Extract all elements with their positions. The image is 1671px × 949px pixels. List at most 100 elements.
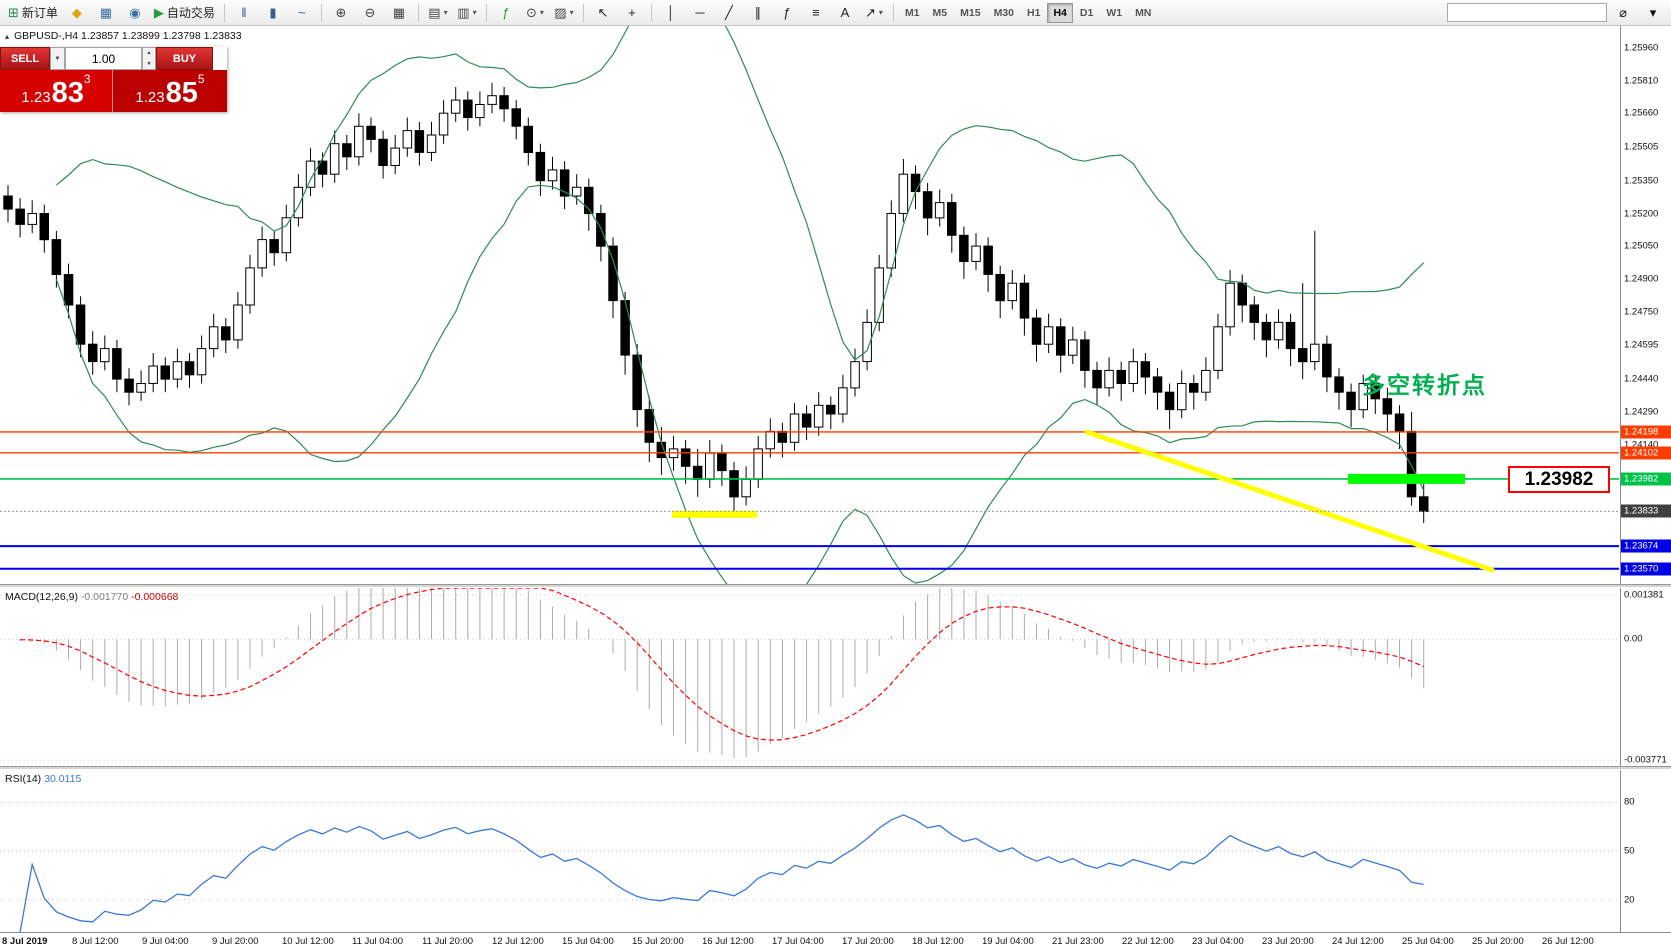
price-chart-canvas[interactable] bbox=[0, 26, 1619, 584]
price-callout-box[interactable]: 1.23982 bbox=[1508, 466, 1610, 493]
sell-price-point: 3 bbox=[83, 72, 91, 86]
macd-signal-line bbox=[20, 588, 1424, 741]
candle-bullish bbox=[281, 217, 292, 254]
search-button[interactable]: ⌀ bbox=[1609, 2, 1637, 24]
buy-price-point: 5 bbox=[197, 72, 205, 86]
candle-bearish bbox=[1346, 391, 1356, 411]
price-scale[interactable]: 1.25960 1.25810 1.25660 1.25505 1.25350 1.252… bbox=[1620, 26, 1671, 932]
sell-price-display[interactable]: 1.23 83 3 bbox=[0, 70, 113, 112]
candle-bearish bbox=[1419, 496, 1429, 512]
candle-bearish bbox=[717, 452, 727, 472]
yellow-support-highlight[interactable] bbox=[672, 510, 757, 518]
yellow-trendline[interactable] bbox=[1084, 429, 1495, 573]
price-axis-tick: 1.24595 bbox=[1624, 339, 1659, 351]
candle-bullish bbox=[438, 112, 449, 136]
candle-bearish bbox=[463, 99, 473, 118]
volume-input[interactable] bbox=[65, 47, 142, 70]
cursor-button[interactable]: ↖ bbox=[589, 2, 617, 24]
arrows-tool-button[interactable]: ↗ ▾ bbox=[860, 2, 888, 24]
vertical-line-tool-button[interactable]: │ bbox=[657, 2, 685, 24]
chart-windows-button[interactable]: ▦ bbox=[92, 2, 120, 24]
candle-bearish bbox=[1285, 321, 1296, 350]
trendline-tool-icon: ╱ bbox=[725, 5, 733, 20]
timeframe-h1-button[interactable]: H1 bbox=[1027, 6, 1041, 19]
timeframe-m1-button[interactable]: M1 bbox=[904, 6, 920, 19]
new-chart-button[interactable]: ▤ ▾ bbox=[424, 2, 452, 24]
candle-bullish bbox=[886, 213, 896, 269]
timeframe-mn-button[interactable]: MN bbox=[1135, 6, 1152, 19]
time-axis[interactable]: 8 Jul 2019 8 Jul 12:00 9 Jul 04:00 9 Jul 20… bbox=[0, 932, 1671, 949]
candlestick-mode-button[interactable]: ▮ bbox=[259, 2, 287, 24]
candle-bullish bbox=[1358, 383, 1368, 411]
zoom-in-button[interactable]: ⊕ bbox=[327, 2, 355, 24]
horizontal-line-tool-button[interactable]: ─ bbox=[686, 2, 714, 24]
one-click-collapse-arrow-icon[interactable]: ▴ bbox=[5, 32, 10, 41]
rsi-axis-label: 80 bbox=[1624, 796, 1635, 808]
dropdown-caret-icon: ▾ bbox=[443, 8, 448, 17]
volume-dropdown-button[interactable]: ▼ bbox=[50, 47, 65, 70]
price-axis-tick: 1.25660 bbox=[1624, 107, 1659, 119]
toolbar-overflow-button[interactable]: ▾ bbox=[1639, 2, 1667, 24]
candle-bullish bbox=[850, 361, 860, 389]
macd-axis-label: -0.003771 bbox=[1624, 754, 1667, 766]
time-axis-label: 11 Jul 04:00 bbox=[352, 936, 404, 947]
toolbar-separator bbox=[223, 3, 225, 22]
candle-bearish bbox=[124, 378, 134, 393]
one-click-trade-panel: SELL ▼ ▲ ▼ BUY 1.23 83 3 1.23 85 5 bbox=[0, 47, 227, 112]
buy-button[interactable]: BUY bbox=[156, 47, 213, 70]
auto-trading-button[interactable]: ▶ 自动交易 bbox=[150, 2, 219, 24]
candle-bullish bbox=[813, 404, 824, 428]
shapes-tool-button[interactable]: ≡ bbox=[802, 2, 830, 24]
candle-bullish bbox=[1043, 326, 1054, 345]
timeframe-h4-button[interactable]: H4 bbox=[1047, 2, 1073, 23]
zoom-out-button[interactable]: ⊖ bbox=[356, 2, 384, 24]
panel-resize-handle[interactable] bbox=[0, 766, 1671, 770]
search-input[interactable] bbox=[1447, 3, 1607, 22]
buy-price-pips: 85 bbox=[165, 77, 198, 110]
volume-decrement-button[interactable]: ▼ bbox=[146, 60, 152, 67]
sell-button[interactable]: SELL bbox=[0, 47, 50, 70]
horizontal-line-tool-icon: ─ bbox=[695, 5, 705, 20]
profiles-button[interactable]: ▥ ▾ bbox=[453, 2, 481, 24]
buy-price-display[interactable]: 1.23 85 5 bbox=[113, 70, 227, 112]
candle-bearish bbox=[75, 304, 86, 345]
mql5-market-button[interactable]: ◆ bbox=[63, 2, 91, 24]
candle-bullish bbox=[547, 169, 558, 182]
bar-chart-mode-icon: ‖ bbox=[241, 5, 247, 20]
volume-increment-button[interactable]: ▲ bbox=[146, 50, 152, 57]
templates-button[interactable]: ▨ ▾ bbox=[550, 2, 578, 24]
periods-button[interactable]: ⊙ ▾ bbox=[521, 2, 549, 24]
green-breakout-highlight[interactable] bbox=[1348, 473, 1465, 484]
timeframe-m15-button[interactable]: M15 bbox=[960, 6, 981, 19]
rsi-panel-canvas[interactable] bbox=[0, 770, 1619, 932]
text-tool-button[interactable]: A bbox=[831, 2, 859, 24]
bar-chart-mode-button[interactable]: ‖ bbox=[230, 2, 258, 24]
indicators-button[interactable]: ƒ bbox=[492, 2, 520, 24]
rsi-axis-label: 50 bbox=[1624, 845, 1635, 857]
community-button[interactable]: ◉ bbox=[121, 2, 149, 24]
new-order-button[interactable]: ⊞ 新订单 bbox=[4, 2, 62, 24]
fibonacci-tool-button[interactable]: ƒ bbox=[773, 2, 801, 24]
indicators-icon: ƒ bbox=[502, 5, 510, 20]
community-icon: ◉ bbox=[129, 5, 141, 20]
timeframe-d1-button[interactable]: D1 bbox=[1079, 6, 1094, 19]
tile-windows-button[interactable]: ▦ bbox=[385, 2, 413, 24]
crosshair-button[interactable]: + bbox=[618, 2, 646, 24]
candle-bullish bbox=[233, 304, 243, 341]
channel-tool-button[interactable]: ∥ bbox=[744, 2, 772, 24]
trendline-tool-button[interactable]: ╱ bbox=[715, 2, 743, 24]
profiles-icon: ▥ bbox=[457, 5, 470, 20]
line-chart-mode-button[interactable]: ~ bbox=[288, 2, 316, 24]
timeframe-m30-button[interactable]: M30 bbox=[993, 6, 1014, 19]
timeframe-w1-button[interactable]: W1 bbox=[1106, 6, 1123, 19]
macd-axis-label: 0.00 bbox=[1624, 633, 1643, 645]
macd-axis-label: 0.001381 bbox=[1624, 589, 1664, 601]
time-axis-label: 25 Jul 04:00 bbox=[1402, 936, 1454, 947]
timeframe-m5-button[interactable]: M5 bbox=[932, 6, 948, 19]
candle-bearish bbox=[922, 191, 933, 219]
panel-resize-handle[interactable] bbox=[0, 584, 1671, 588]
candle-bearish bbox=[1322, 343, 1332, 378]
turning-point-annotation[interactable]: 多空转折点 bbox=[1362, 372, 1487, 398]
macd-panel-canvas[interactable] bbox=[0, 588, 1619, 766]
candle-bullish bbox=[136, 383, 146, 393]
